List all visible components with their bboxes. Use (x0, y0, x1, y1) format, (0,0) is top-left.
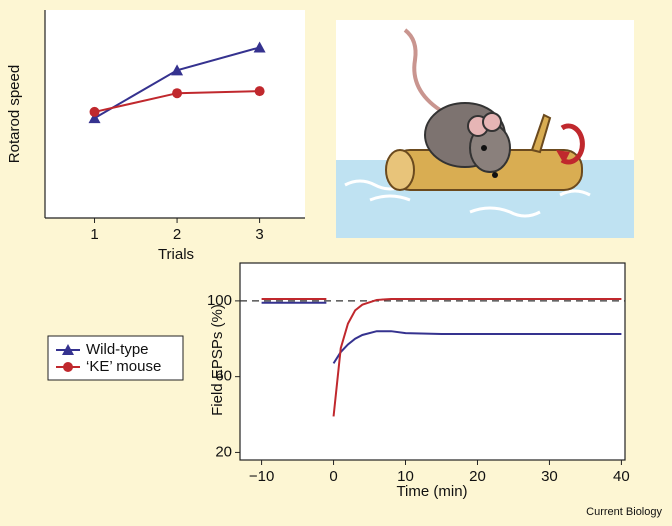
x-tick-label: 10 (397, 468, 414, 485)
x-tick-label: 40 (613, 468, 630, 485)
legend-marker (63, 362, 73, 372)
x-tick-label: 3 (255, 226, 263, 243)
data-point (171, 64, 184, 76)
y-axis-label: Rotarod speed (6, 65, 23, 163)
y-tick-label: 20 (215, 443, 232, 460)
panel-background (240, 263, 625, 460)
legend-box (47, 335, 184, 381)
data-point (254, 86, 265, 97)
x-tick-label: 30 (541, 468, 558, 485)
x-tick-label: 2 (173, 226, 181, 243)
data-point (172, 88, 183, 99)
data-point (88, 112, 101, 124)
x-tick-label: 20 (469, 468, 486, 485)
x-tick-label: −10 (249, 468, 274, 485)
y-tick-label: 60 (215, 368, 232, 385)
legend-marker (62, 344, 74, 355)
x-tick-label: 1 (90, 226, 98, 243)
legend-label: ‘KE’ mouse (86, 358, 161, 375)
plot-frame (239, 262, 626, 461)
y-axis-label: Field EPSPs (%) (209, 304, 226, 416)
illustration (336, 20, 634, 238)
y-tick-label: 100 (207, 292, 232, 309)
x-axis-label: Trials (158, 246, 194, 263)
x-tick-label: 0 (329, 468, 337, 485)
credit: Current Biology (586, 506, 662, 518)
legend-label: Wild-type (86, 341, 149, 358)
series-line (261, 297, 622, 417)
panel-background (45, 10, 305, 218)
data-point (253, 41, 266, 53)
data-point (89, 106, 100, 117)
x-axis-label: Time (min) (396, 483, 467, 500)
series-line (261, 301, 622, 364)
